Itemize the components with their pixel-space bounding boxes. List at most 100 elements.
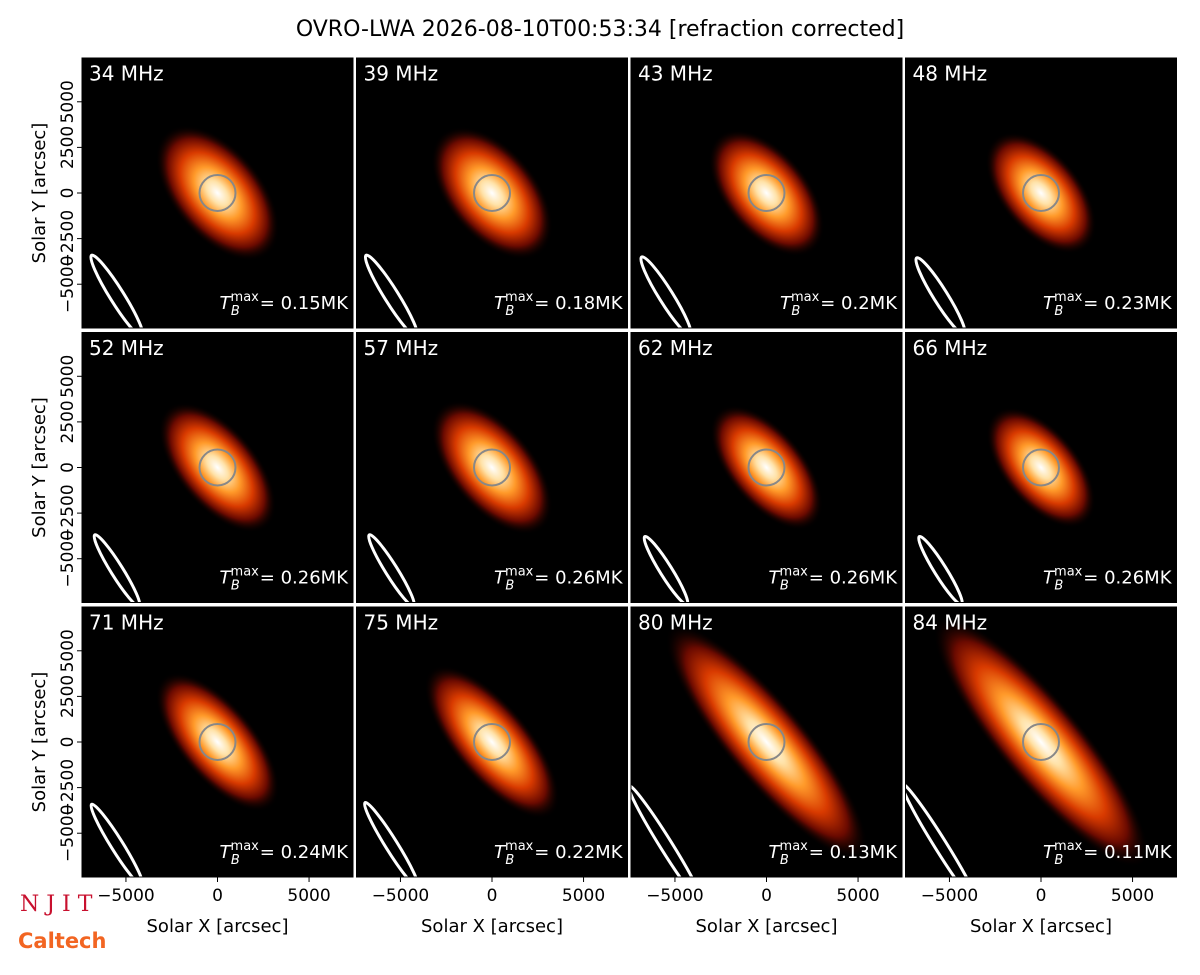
tb-sup: max — [780, 564, 809, 579]
frequency-label: 34 MHz — [89, 62, 164, 86]
emission — [933, 616, 1149, 868]
emission — [431, 126, 553, 260]
beam — [363, 800, 420, 877]
emission — [155, 125, 280, 261]
tmax-value: = 0.23MK — [1083, 293, 1172, 314]
tb-symbol: T — [220, 293, 233, 314]
tmax-value: = 0.26MK — [260, 568, 349, 589]
x-axis-label: Solar X [arcsec] — [421, 916, 563, 937]
tmax-value: = 0.26MK — [534, 568, 623, 589]
beam — [917, 534, 964, 603]
y-axis-label: Solar Y [arcsec] — [29, 123, 50, 264]
tmax-value: = 0.18MK — [534, 293, 623, 314]
y-axis-label: Solar Y [arcsec] — [29, 397, 50, 538]
tb-sup: max — [780, 839, 809, 854]
panel — [82, 58, 353, 328]
beam — [639, 255, 693, 328]
y-axis-label: Solar Y [arcsec] — [29, 672, 50, 813]
panel — [356, 607, 628, 877]
tb-sub: B — [231, 853, 240, 868]
tb-symbol: T — [769, 568, 782, 589]
x-tick-label: 5000 — [1111, 886, 1154, 906]
panel — [82, 607, 353, 877]
solar-disk — [473, 723, 511, 761]
tmax-label: Tmax B = 0.24MK — [220, 839, 350, 868]
tmax-label: Tmax B = 0.23MK — [1043, 290, 1173, 319]
panel — [631, 58, 902, 328]
frequency-label: 52 MHz — [89, 336, 164, 360]
solar-disk — [1022, 448, 1060, 487]
emission — [665, 624, 868, 860]
tb-sup: max — [791, 290, 820, 305]
tb-sub: B — [780, 578, 789, 593]
y-tick-label: 5000 — [58, 80, 78, 123]
emission — [710, 405, 823, 530]
tmax-label: Tmax B = 0.13MK — [769, 839, 899, 868]
panel-frame — [630, 332, 903, 603]
solar-disk — [473, 174, 511, 212]
tb-sub: B — [791, 304, 800, 319]
beam — [905, 782, 981, 877]
x-tick-label: −5000 — [921, 886, 979, 906]
tmax-label: Tmax B = 0.26MK — [494, 564, 624, 593]
x-tick-label: −5000 — [646, 886, 704, 906]
solar-disk — [473, 448, 511, 487]
tb-sup: max — [1054, 839, 1083, 854]
solar-disk — [198, 174, 237, 212]
y-tick-label: 0 — [58, 737, 78, 748]
x-tick-label: 0 — [487, 886, 498, 906]
beam — [363, 253, 420, 328]
emission — [708, 129, 825, 257]
y-tick-label: −5000 — [58, 255, 78, 313]
tb-sup: max — [231, 564, 260, 579]
tb-symbol: T — [1043, 842, 1056, 863]
tb-sup: max — [505, 839, 534, 854]
tb-sub: B — [1054, 853, 1063, 868]
emission — [155, 672, 280, 812]
x-axis-label: Solar X [arcsec] — [970, 916, 1112, 937]
tmax-label: Tmax B = 0.2MK — [780, 290, 898, 319]
y-tick-label: −5000 — [58, 530, 78, 588]
tmax-label: Tmax B = 0.11MK — [1043, 839, 1173, 868]
figure-title: OVRO-LWA 2026-08-10T00:53:34 [refraction… — [296, 17, 904, 42]
frequency-label: 48 MHz — [913, 62, 988, 86]
panel-frame — [356, 57, 628, 329]
tb-sup: max — [1054, 564, 1083, 579]
solar-disk — [1022, 174, 1060, 212]
y-tick-label: −2500 — [58, 484, 78, 542]
solar-disk — [198, 448, 237, 487]
tb-sub: B — [1054, 578, 1063, 593]
tb-sub: B — [231, 578, 240, 593]
tb-sup: max — [231, 290, 260, 305]
solar-disk — [198, 723, 237, 761]
tmax-label: Tmax B = 0.22MK — [494, 839, 624, 868]
x-axis-label: Solar X [arcsec] — [696, 916, 838, 937]
solar-disk — [1022, 723, 1060, 761]
beam — [92, 533, 142, 603]
beam — [642, 534, 690, 603]
y-tick-label: 2500 — [58, 675, 78, 718]
emission — [431, 400, 553, 535]
tmax-value: = 0.22MK — [534, 842, 623, 863]
x-axis-label: Solar X [arcsec] — [147, 916, 289, 937]
tb-sup: max — [231, 839, 260, 854]
tb-sub: B — [231, 304, 240, 319]
x-tick-label: 5000 — [562, 886, 605, 906]
tb-symbol: T — [220, 842, 233, 863]
frequency-label: 66 MHz — [913, 336, 988, 360]
y-tick-label: 0 — [58, 188, 78, 199]
tmax-value: = 0.2MK — [820, 293, 898, 314]
y-tick-label: 0 — [58, 462, 78, 473]
solar-disk — [747, 448, 786, 487]
tb-sub: B — [780, 853, 789, 868]
tb-symbol: T — [494, 293, 507, 314]
panel — [356, 58, 628, 328]
tb-sub: B — [505, 304, 514, 319]
x-tick-label: 5000 — [287, 886, 330, 906]
frequency-label: 43 MHz — [638, 62, 713, 86]
y-tick-label: 2500 — [58, 126, 78, 169]
logo-njit: N J I T — [20, 892, 93, 917]
tmax-value: = 0.13MK — [809, 842, 898, 863]
x-tick-label: −5000 — [372, 886, 430, 906]
